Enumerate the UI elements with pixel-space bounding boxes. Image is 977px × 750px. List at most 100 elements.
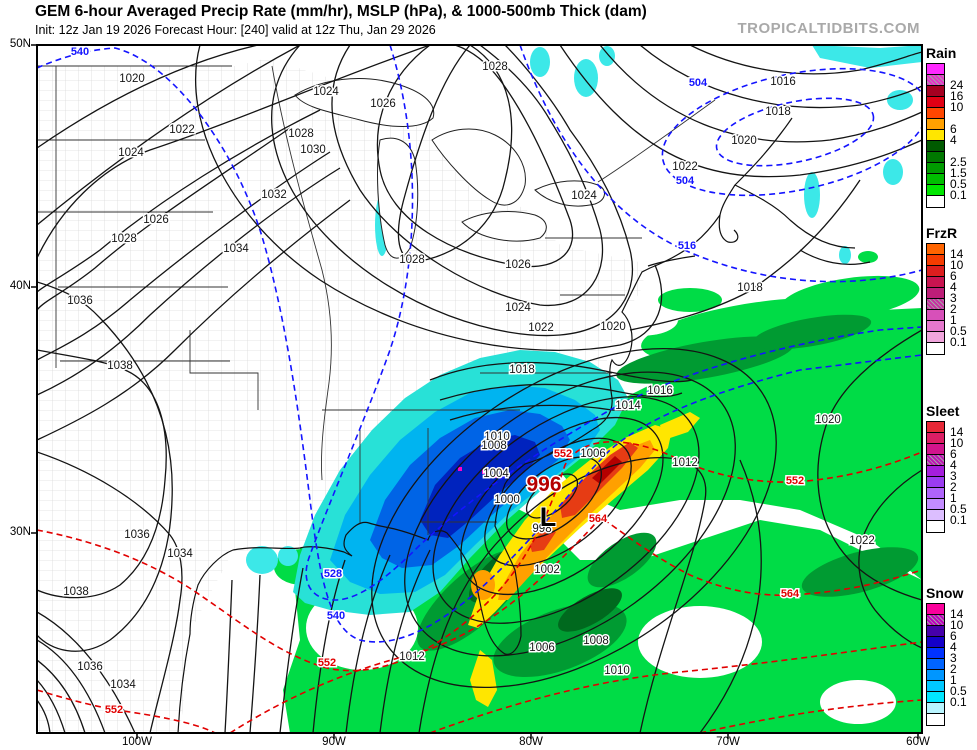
legend-swatch bbox=[927, 185, 944, 196]
legend-swatch-row bbox=[927, 703, 944, 714]
contour-label: 1014 bbox=[615, 400, 641, 412]
contour-label: 1020 bbox=[731, 135, 757, 147]
legend-title: FrzR bbox=[926, 225, 958, 241]
contour-label: 564 bbox=[781, 588, 800, 600]
legend-value: 1 bbox=[950, 313, 957, 327]
contour-label: 552 bbox=[786, 475, 804, 487]
legend-swatch-row: 0.5 bbox=[927, 321, 967, 337]
legend-swatch-row: 3 bbox=[927, 648, 957, 664]
legend-swatch bbox=[927, 108, 944, 119]
legend-group-snow: Snow 14 10 6 4 3 2 1 0.5 0.1 bbox=[926, 585, 977, 726]
legend-value: 10 bbox=[950, 100, 964, 114]
legend-swatch-row: 4 bbox=[927, 277, 957, 293]
legend-swatch bbox=[927, 692, 944, 703]
contour-label: 1020 bbox=[815, 414, 841, 426]
legend-value: 10 bbox=[950, 258, 964, 272]
legend-swatch-row: 3 bbox=[927, 466, 957, 482]
contour-label: 1010 bbox=[604, 665, 630, 677]
legend-swatch-row bbox=[927, 714, 944, 725]
contour-label: 1028 bbox=[482, 61, 508, 73]
legend-swatch-row: 0.1 bbox=[927, 185, 967, 201]
legend-value: 16 bbox=[950, 89, 964, 103]
legend-value: 2 bbox=[950, 302, 957, 316]
lon-label: 70W bbox=[716, 736, 740, 748]
legend-swatch-row: 14 bbox=[927, 422, 963, 438]
contour-label: 1012 bbox=[399, 651, 425, 663]
legend-value: 6 bbox=[950, 269, 957, 283]
legend-swatch-row: 0.1 bbox=[927, 510, 967, 526]
watermark: TROPICALTIDBITS.COM bbox=[737, 20, 920, 37]
geography-borders bbox=[37, 65, 716, 535]
contour-label: 1020 bbox=[119, 73, 145, 85]
legend-swatch bbox=[927, 615, 944, 626]
legend-swatch bbox=[927, 119, 944, 130]
legend-group-rain: Rain 24 16 10 6 4 2.5 1.5 0.5 0.1 bbox=[926, 45, 977, 208]
legend-swatch-row bbox=[927, 108, 944, 119]
legend-swatch bbox=[927, 637, 944, 648]
lon-label: 60W bbox=[906, 736, 930, 748]
legend-swatch-row: 6 bbox=[927, 119, 957, 135]
contour-label: 1008 bbox=[583, 635, 609, 647]
legend-swatch-row: 6 bbox=[927, 444, 957, 460]
legend-swatch-row: 2 bbox=[927, 477, 957, 493]
legend-swatch-row bbox=[927, 64, 944, 75]
contour-label: 1022 bbox=[528, 322, 554, 334]
legend-title: Sleet bbox=[926, 403, 960, 419]
legend-swatch-row: 14 bbox=[927, 244, 963, 260]
contour-label: 1034 bbox=[110, 679, 136, 691]
legend-value: 0.5 bbox=[950, 502, 967, 516]
legend-swatch bbox=[927, 343, 944, 354]
page-title: GEM 6-hour Averaged Precip Rate (mm/hr),… bbox=[35, 3, 647, 20]
legend-value: 0.1 bbox=[950, 335, 967, 349]
legend-value: 14 bbox=[950, 607, 964, 621]
legend-swatch-row: 4 bbox=[927, 130, 957, 146]
legend-value: 0.5 bbox=[950, 684, 967, 698]
legend-swatch bbox=[927, 64, 944, 75]
lat-label: 50N bbox=[9, 38, 31, 50]
contour-label: 528 bbox=[324, 568, 342, 580]
legend-group-sleet: Sleet 14 10 6 4 3 2 1 0.5 0.1 bbox=[926, 403, 977, 533]
legend-swatch-row: 10 bbox=[927, 615, 963, 631]
contour-label: 1038 bbox=[107, 360, 133, 372]
legend-swatch bbox=[927, 321, 944, 332]
mslp-contours bbox=[37, 45, 922, 733]
legend-swatch bbox=[927, 332, 944, 343]
contour-label: 1016 bbox=[770, 76, 796, 88]
legend-swatch-row: 0.5 bbox=[927, 174, 967, 190]
legend-value: 0.1 bbox=[950, 513, 967, 527]
legend-swatch-row: 4 bbox=[927, 637, 957, 653]
contour-label: 1020 bbox=[600, 321, 626, 333]
contour-label: 1004 bbox=[483, 468, 509, 480]
thickness-blue-contours bbox=[37, 45, 922, 643]
legend-value: 10 bbox=[950, 436, 964, 450]
contour-label: 540 bbox=[327, 610, 345, 622]
contour-label: 504 bbox=[676, 175, 695, 187]
contour-label: 1036 bbox=[124, 529, 150, 541]
contour-label: 1030 bbox=[300, 144, 326, 156]
legend-swatch bbox=[927, 626, 944, 637]
legend-value: 24 bbox=[950, 78, 964, 92]
page-subtitle: Init: 12z Jan 19 2026 Forecast Hour: [24… bbox=[35, 23, 436, 37]
legend-swatch bbox=[927, 604, 944, 615]
legend-swatch-row: 0.5 bbox=[927, 681, 967, 697]
legend-swatch bbox=[927, 97, 944, 108]
contour-label: 1010 bbox=[484, 431, 510, 443]
contour-label: 1026 bbox=[370, 98, 396, 110]
contour-labels: 1020 1022 1024 1024 1026 1028 1028 1030 1032 1034… bbox=[62, 45, 877, 718]
legend-value: 0.5 bbox=[950, 177, 967, 191]
legend-swatch bbox=[927, 141, 944, 152]
contour-label: 1036 bbox=[67, 295, 93, 307]
legend-swatch-row: 14 bbox=[927, 604, 963, 620]
legend-swatch-row: 0.1 bbox=[927, 692, 967, 708]
legend-value: 3 bbox=[950, 291, 957, 305]
legend-swatch-row: 10 bbox=[927, 433, 963, 449]
contour-label: 540 bbox=[71, 46, 89, 58]
contour-label: 552 bbox=[554, 448, 572, 460]
legend-swatch bbox=[927, 130, 944, 141]
legend-swatch-row: 2.5 bbox=[927, 152, 967, 168]
legend-swatch-row bbox=[927, 521, 944, 532]
legend-value: 2 bbox=[950, 480, 957, 494]
contour-label: 504 bbox=[689, 77, 708, 89]
contour-label: 1028 bbox=[399, 254, 425, 266]
legend-group-frzr: FrzR 14 10 6 4 3 2 1 0.5 0.1 bbox=[926, 225, 977, 355]
